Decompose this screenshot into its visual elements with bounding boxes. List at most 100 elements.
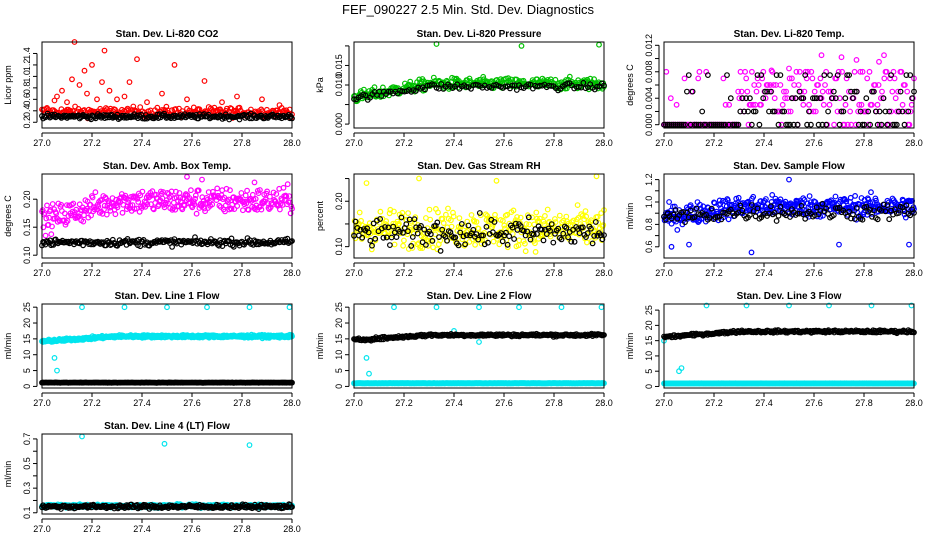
point-black: [378, 93, 385, 99]
point-black: [737, 108, 744, 115]
point-black: [708, 205, 715, 212]
point-black: [458, 220, 465, 227]
point-black: [576, 230, 583, 237]
y-tick-label: 1.2: [22, 59, 32, 72]
point-black: [802, 72, 809, 78]
point-magenta: [244, 187, 251, 194]
point-magenta: [40, 224, 47, 231]
point-black: [558, 236, 565, 243]
point-black: [548, 83, 555, 89]
point-yellow: [435, 209, 441, 216]
point-magenta: [811, 88, 818, 95]
point-black: [811, 95, 818, 102]
point-black: [886, 216, 893, 223]
point-black: [571, 238, 578, 245]
point-magenta: [847, 108, 853, 115]
point-magenta: [889, 88, 896, 95]
page-title: FEF_090227 2.5 Min. Std. Dev. Diagnostic…: [342, 2, 594, 17]
point-magenta: [180, 201, 187, 208]
point-black: [588, 225, 594, 232]
point-black: [792, 95, 799, 102]
point-black: [893, 121, 900, 128]
x-tick-label: 28.0: [283, 268, 301, 278]
point-magenta: [771, 95, 778, 102]
x-tick-label: 27.4: [755, 268, 773, 278]
point-red-outlier: [94, 96, 100, 103]
point-magenta: [103, 211, 110, 218]
point-black: [473, 231, 480, 238]
point-magenta: [68, 201, 75, 208]
point-green-outlier: [518, 43, 525, 49]
point-red: [137, 104, 144, 110]
chart-title: Stan. Dev. Line 1 Flow: [115, 291, 220, 302]
point-red-outlier: [59, 87, 65, 94]
point-blue: [697, 201, 703, 208]
point-black: [890, 121, 896, 128]
point-cyan-outlier: [433, 304, 440, 311]
point-magenta: [875, 82, 882, 88]
point-black: [708, 121, 715, 128]
point-black: [747, 212, 753, 218]
point-magenta: [750, 101, 756, 108]
point-magenta: [42, 232, 49, 239]
point-blue: [812, 199, 819, 205]
point-black: [411, 216, 418, 223]
point-magenta: [891, 75, 898, 82]
point-yellow: [501, 222, 508, 229]
point-cyan-outlier: [516, 304, 522, 311]
point-black: [735, 121, 742, 128]
point-magenta: [822, 82, 828, 88]
point-black: [378, 225, 385, 232]
point-magenta: [144, 201, 151, 208]
point-magenta: [908, 101, 915, 108]
point-blue: [852, 192, 858, 199]
y-tick-label: 0.20: [334, 192, 344, 210]
point-magenta: [252, 195, 259, 202]
point-black: [512, 220, 519, 227]
x-tick-label: 27.4: [445, 268, 463, 278]
point-black: [398, 214, 405, 221]
point-magenta: [802, 68, 809, 75]
point-magenta: [181, 202, 188, 209]
point-black: [773, 72, 780, 78]
point-yellow: [560, 217, 567, 224]
point-magenta: [898, 68, 905, 75]
point-magenta: [127, 202, 134, 209]
point-red-outlier: [276, 102, 283, 108]
point-black: [687, 207, 694, 214]
point-magenta: [112, 211, 119, 218]
y-tick-label: 0.012: [644, 34, 654, 57]
point-magenta-outlier: [786, 65, 792, 72]
point-black: [400, 229, 406, 236]
point-yellow: [427, 216, 434, 223]
point-magenta: [855, 108, 861, 115]
x-tick-label: 27.8: [545, 398, 563, 408]
point-black: [798, 95, 805, 102]
point-yellow: [496, 241, 503, 248]
point-black: [836, 121, 843, 128]
point-magenta: [749, 68, 755, 75]
point-black: [729, 121, 736, 128]
point-blue: [806, 193, 813, 200]
point-magenta: [202, 208, 209, 215]
point-yellow: [569, 219, 575, 225]
x-tick-label: 27.8: [233, 398, 251, 408]
point-black: [905, 108, 912, 115]
point-black: [672, 121, 679, 128]
y-tick-label: 0.10: [334, 238, 344, 256]
point-red-outlier: [84, 90, 90, 97]
point-yellow: [473, 218, 480, 225]
x-tick-label: 27.8: [545, 138, 563, 148]
point-black: [865, 108, 872, 115]
point-black: [706, 121, 713, 128]
point-magenta: [139, 188, 146, 195]
point-black: [682, 219, 688, 226]
x-tick-label: 27.8: [233, 268, 251, 278]
point-magenta: [782, 95, 788, 102]
point-magenta: [133, 194, 139, 201]
point-magenta: [280, 184, 287, 191]
x-tick-label: 27.0: [655, 268, 673, 278]
y-axis-label: Licor ppm: [3, 65, 13, 105]
